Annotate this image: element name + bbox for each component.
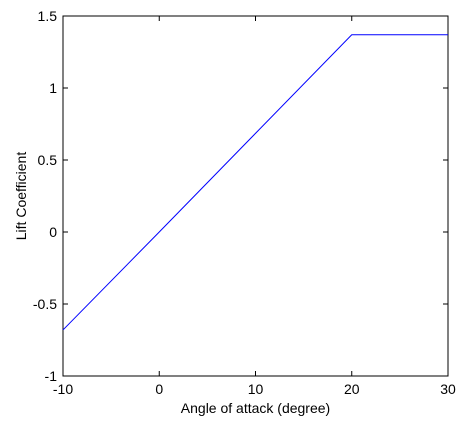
y-tick-label: 0 xyxy=(49,224,57,240)
x-tick-label: -10 xyxy=(53,381,73,397)
y-tick-label: -0.5 xyxy=(33,296,57,312)
x-axis-label: Angle of attack (degree) xyxy=(181,400,330,416)
x-tick-label: 30 xyxy=(440,381,456,397)
y-tick-label: 1 xyxy=(49,80,57,96)
axis-tick-labels: -10 0 10 20 30 -1 -0.5 0 0.5 1 1.5 xyxy=(33,8,456,397)
series-line xyxy=(62,34,448,331)
axis-ticks xyxy=(62,15,449,377)
y-tick-label: 0.5 xyxy=(38,152,58,168)
data-series xyxy=(62,34,448,331)
y-tick-label: -1 xyxy=(45,368,58,384)
x-tick-label: 20 xyxy=(344,381,360,397)
x-tick-label: 10 xyxy=(248,381,264,397)
y-axis-label: Lift Coefficient xyxy=(13,152,29,241)
x-tick-label: 0 xyxy=(155,381,163,397)
y-tick-label: 1.5 xyxy=(38,8,58,24)
plot-area xyxy=(62,15,449,377)
